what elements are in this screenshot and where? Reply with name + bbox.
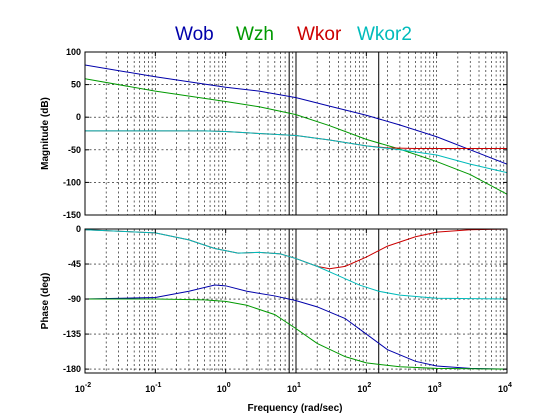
y-tick-label: 100 — [66, 47, 81, 57]
x-tick-label: 101 — [287, 382, 301, 394]
legend-entry-wkor: Wkor — [297, 24, 342, 45]
magnitude-y-axis-label: Magnitude (dB) — [40, 97, 51, 170]
y-tick-label: -90 — [68, 294, 81, 304]
panels: 100 50 0 -50 -100 -150 Magnitude (dB) 0 -45 -90 -1… — [40, 47, 512, 394]
magnitude-panel: 100 50 0 -50 -100 -150 Magnitude (dB) — [40, 47, 508, 220]
series-line-wzh — [85, 298, 507, 370]
series-line-wzh — [85, 78, 507, 195]
y-tick-label: -135 — [63, 329, 81, 339]
x-tick-label: 100 — [217, 382, 231, 394]
legend-entry-wzh: Wzh — [236, 24, 274, 45]
series-line-wob — [85, 284, 507, 370]
phase-grid — [85, 229, 507, 373]
x-tick-label: 10-2 — [75, 382, 91, 394]
x-axis-label: Frequency (rad/sec) — [247, 403, 342, 414]
y-tick-label: -45 — [68, 259, 81, 269]
legend: Wob Wzh Wkor Wkor2 — [175, 24, 412, 45]
x-tick-label: 10-1 — [145, 382, 161, 394]
series-line-wkor2 — [85, 229, 507, 300]
y-tick-label: -180 — [63, 364, 81, 374]
x-tick-label: 104 — [498, 382, 512, 394]
series-line-wob — [85, 64, 507, 165]
phase-panel: 0 -45 -90 -135 -180 Phase (deg) 10-2 10-1 100 101… — [40, 224, 512, 394]
y-tick-label: -100 — [63, 177, 81, 187]
legend-entry-wob: Wob — [175, 24, 214, 45]
y-tick-label: -50 — [68, 145, 81, 155]
y-tick-label: 0 — [76, 224, 81, 234]
phase-y-axis-label: Phase (deg) — [40, 273, 51, 330]
magnitude-series — [85, 64, 507, 195]
y-tick-label: -150 — [63, 210, 81, 220]
series-line-wkor2 — [85, 130, 507, 174]
y-tick-label: 50 — [71, 80, 81, 90]
legend-entry-wkor2: Wkor2 — [357, 24, 412, 45]
x-tick-label: 102 — [357, 382, 371, 394]
y-tick-label: 0 — [76, 112, 81, 122]
phase-series — [85, 229, 507, 370]
x-tick-label: 103 — [428, 382, 442, 394]
